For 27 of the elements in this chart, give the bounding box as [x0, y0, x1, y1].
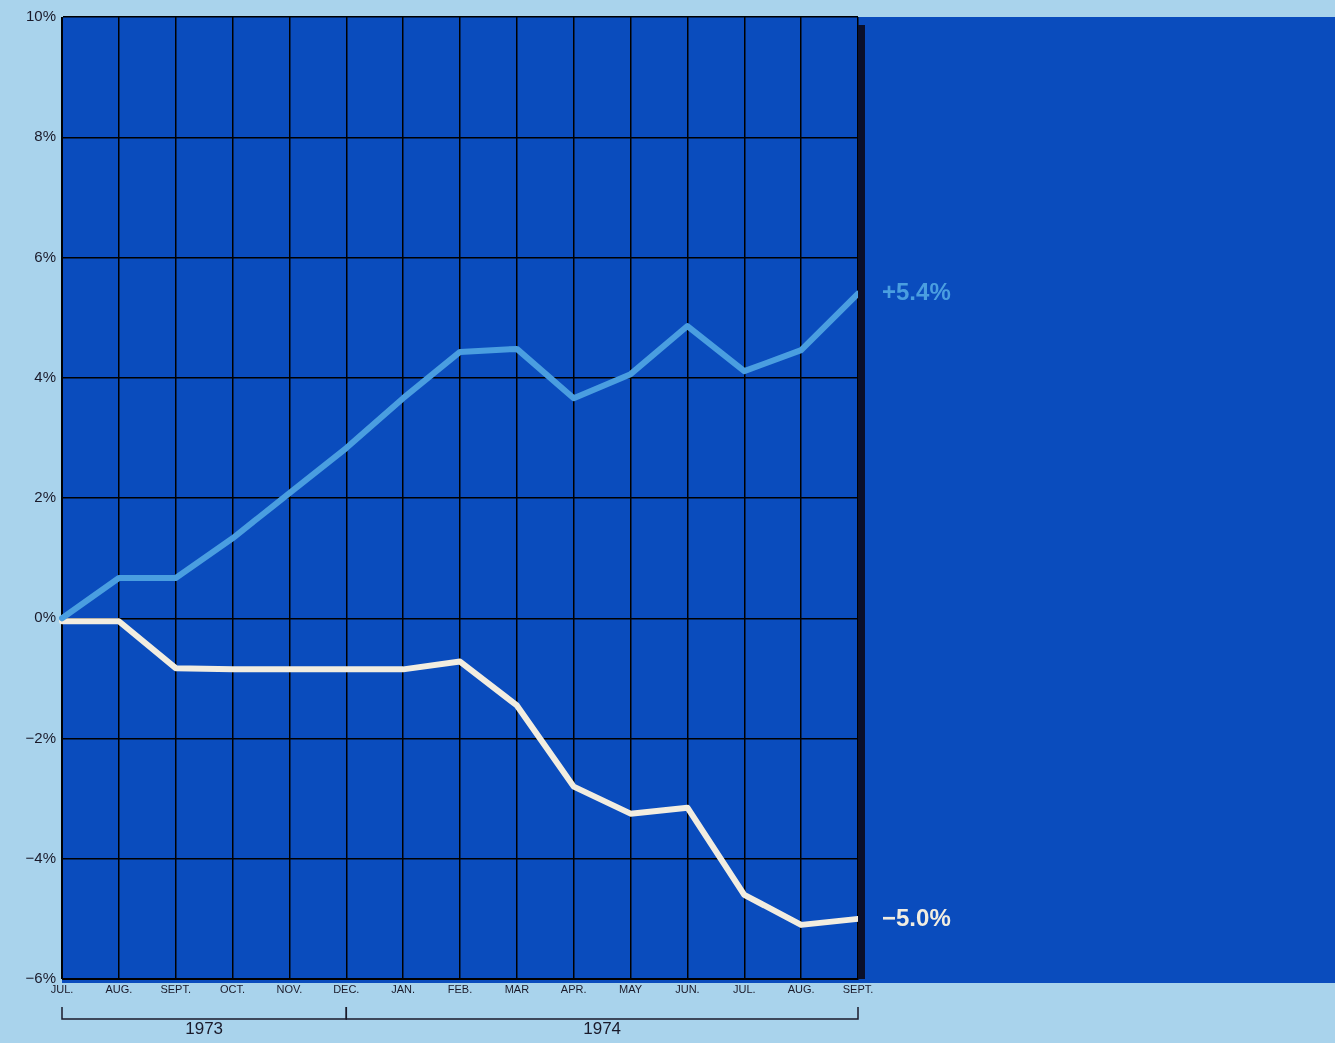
x-tick-label: APR.: [560, 982, 587, 995]
y-tick-label: 0%: [34, 608, 56, 626]
x-tick-label: MAR: [504, 982, 530, 995]
x-tick-label: JUN.: [675, 982, 700, 995]
y-tick-label: −4%: [25, 848, 56, 866]
y-tick-label: 10%: [25, 7, 56, 25]
x-tick-label: AUG.: [105, 982, 133, 995]
y-tick-label: 4%: [34, 367, 56, 385]
y-tick-label: −2%: [25, 728, 56, 746]
x-tick-label: FEB.: [447, 982, 473, 995]
x-tick-label: JAN.: [391, 982, 416, 995]
x-tick-label: JUL.: [732, 982, 756, 995]
x-tick-label: SEPT.: [842, 982, 874, 995]
text: 1973: [185, 1019, 224, 1039]
x-tick-label: JUL.: [50, 982, 74, 995]
y-tick-label: 6%: [34, 247, 56, 265]
y-tick-label: 2%: [34, 488, 56, 506]
x-tick-label: OCT.: [220, 982, 246, 995]
x-tick-label: AUG.: [787, 982, 815, 995]
x-tick-label: DEC.: [333, 982, 360, 995]
x-tick-label: NOV.: [276, 982, 303, 995]
x-tick-label: MAY: [619, 982, 643, 995]
data-label: +5.4%: [882, 278, 951, 306]
data-label: −5.0%: [882, 903, 951, 931]
y-tick-label: 8%: [34, 127, 56, 145]
x-tick-label: SEPT.: [160, 982, 191, 995]
text: 1974: [583, 1019, 622, 1039]
